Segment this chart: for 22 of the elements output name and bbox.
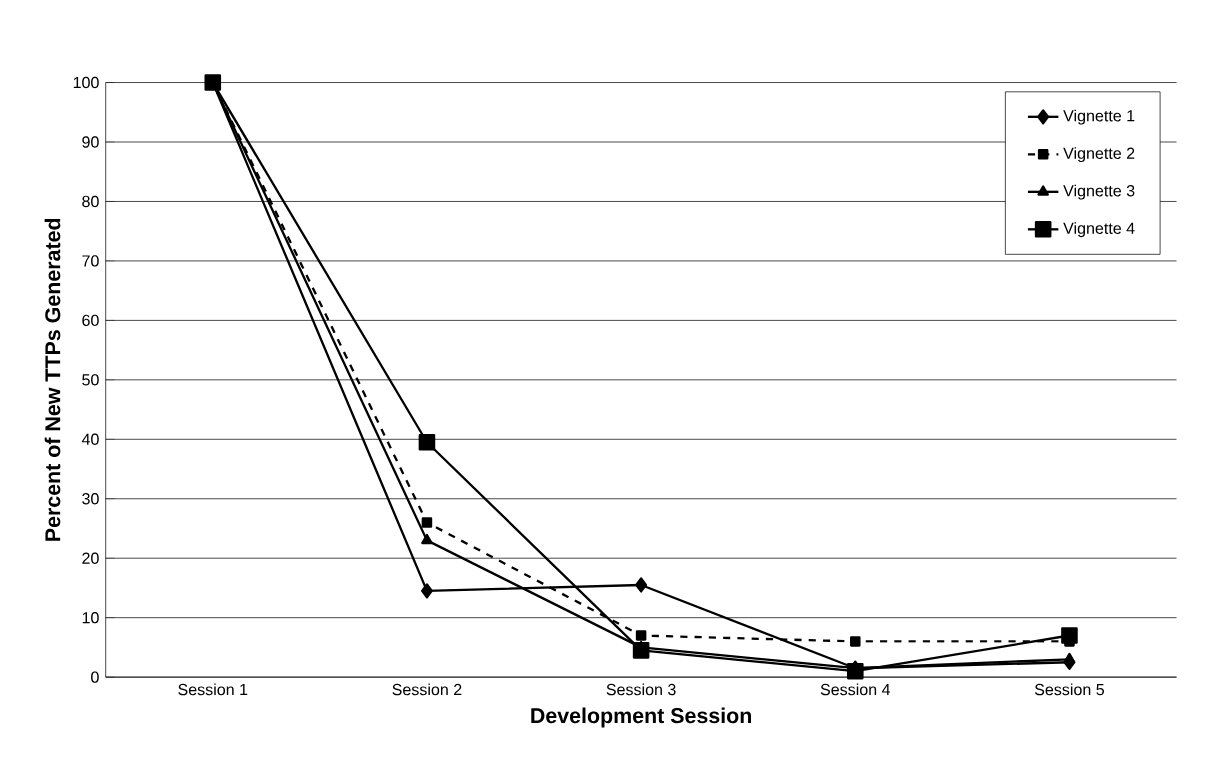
x-tick-label: Session 3	[606, 683, 676, 696]
x-tick-label: Session 5	[1034, 683, 1104, 696]
y-tick-label: 80	[82, 195, 99, 208]
y-tick-label: 30	[82, 493, 99, 505]
legend-label: Vignette 2	[1063, 147, 1135, 163]
y-tick-label: 70	[82, 255, 99, 267]
legend-label: Vignette 1	[1063, 109, 1135, 125]
x-axis-title: Development Session	[531, 707, 751, 728]
y-tick-label: 20	[82, 552, 99, 564]
y-tick-label: 100	[73, 76, 99, 89]
y-tick-label: 90	[82, 136, 99, 148]
y-tick-label: 50	[82, 374, 99, 386]
y-axis-title: Percent of New TTPs Generated	[44, 218, 61, 541]
y-tick-label: 10	[82, 611, 99, 624]
y-tick-label: 60	[82, 314, 99, 327]
x-tick-label: Session 2	[392, 683, 462, 696]
x-tick-label: Session 1	[178, 683, 248, 696]
y-tick-label: 40	[81, 433, 99, 445]
x-tick-label: Session 4	[820, 683, 891, 696]
y-tick-label: 0	[91, 671, 99, 683]
legend-label: Vignette 3	[1063, 184, 1135, 200]
legend-label: Vignette 4	[1063, 222, 1135, 238]
